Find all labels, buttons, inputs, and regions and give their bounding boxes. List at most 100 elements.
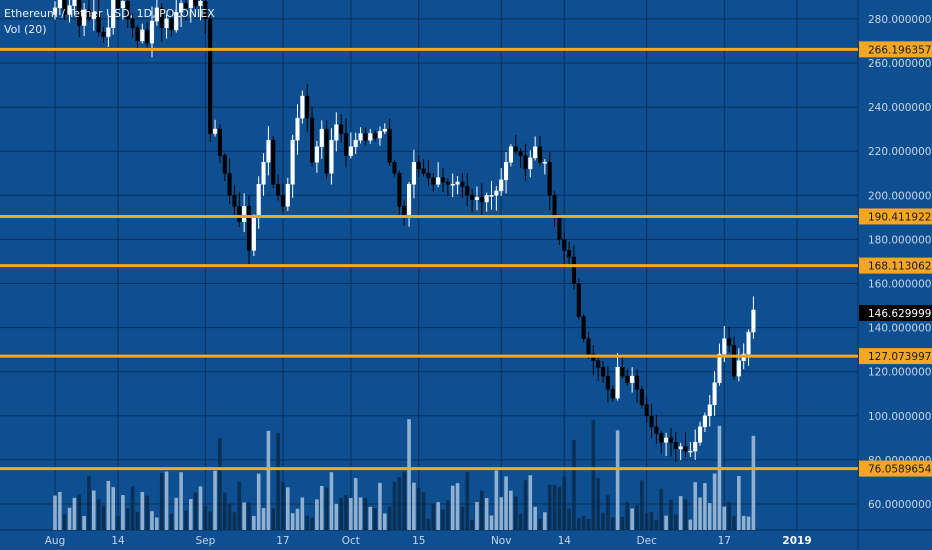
volume-bar — [373, 508, 377, 530]
volume-bar — [543, 512, 547, 530]
volume-bar — [513, 496, 518, 530]
candle-body — [644, 404, 649, 417]
candle-body — [576, 283, 581, 317]
candle-body — [96, 12, 101, 33]
volume-bar — [198, 486, 203, 530]
y-tick-label: 140.00000000 — [868, 323, 932, 335]
volume-bar — [232, 512, 237, 530]
candle-body — [484, 195, 489, 203]
volume-bar — [87, 476, 91, 530]
volume-bar — [310, 517, 314, 530]
volume-bar — [145, 495, 149, 530]
volume-bar — [557, 486, 562, 530]
candle-body — [537, 146, 543, 163]
candle-body — [130, 18, 135, 28]
volume-bar — [77, 494, 82, 530]
candle-body — [285, 184, 290, 207]
y-tick-label: 60.00000000 — [868, 499, 932, 511]
candle-body — [91, 12, 96, 20]
y-tick-label: 100.00000000 — [868, 411, 932, 423]
candle-body — [630, 375, 635, 383]
volume-bar — [703, 483, 707, 530]
volume-bar — [402, 471, 406, 530]
candle-body — [154, 7, 159, 22]
volume-bar — [164, 471, 169, 530]
y-tick-label: 180.00000000 — [868, 234, 932, 246]
candle-body — [183, 3, 188, 9]
y-tick-label: 260.00000000 — [868, 58, 932, 70]
candle-body — [440, 177, 446, 183]
candle-body — [266, 139, 271, 163]
volume-bar — [712, 473, 717, 530]
candle-body — [489, 195, 494, 197]
volume-bar — [237, 481, 242, 530]
candle-body — [227, 173, 232, 196]
volume-bar — [339, 498, 343, 530]
candle-body — [596, 360, 601, 368]
volume-bar — [640, 480, 644, 530]
volume-bar — [256, 473, 261, 530]
candle-body — [159, 7, 164, 28]
level-label-box — [859, 41, 932, 58]
candle-body — [343, 133, 349, 156]
y-tick-label: 160.00000000 — [868, 279, 932, 291]
level-label: 190.41192269 — [868, 211, 932, 223]
volume-bar — [62, 514, 67, 530]
volume-bar — [460, 506, 465, 530]
candle-body — [620, 367, 625, 377]
volume-bar — [179, 472, 183, 530]
volume-bar — [125, 508, 130, 530]
candle-body — [460, 181, 465, 187]
candle-body — [581, 316, 586, 339]
volume-bar — [683, 499, 688, 530]
candle-body — [494, 190, 499, 196]
volume-bar — [72, 497, 77, 530]
candle-body — [731, 344, 737, 377]
volume-bar — [610, 517, 615, 530]
volume-bar — [159, 473, 164, 530]
candle-body — [465, 186, 470, 196]
volume-bar — [334, 503, 339, 530]
volume-bar — [193, 492, 198, 530]
volume-bar — [106, 480, 111, 530]
volume-bar — [625, 502, 630, 530]
x-tick-label: 14 — [558, 535, 572, 547]
volume-bar — [276, 432, 280, 530]
candle-body — [615, 367, 620, 399]
volume-bar — [174, 497, 179, 530]
volume-bar — [659, 488, 664, 530]
volume-bar — [315, 499, 319, 530]
candle-body — [246, 206, 252, 251]
volume-bar — [499, 497, 503, 530]
candle-body — [261, 161, 266, 185]
candle-body — [106, 27, 111, 37]
candle-body — [57, 0, 62, 9]
volume-bar — [722, 506, 727, 530]
volume-bar — [150, 511, 154, 530]
volume-bar — [213, 470, 217, 530]
volume-bar — [383, 513, 387, 530]
volume-bar — [96, 499, 101, 530]
candle-body — [329, 139, 334, 174]
candle-body — [649, 415, 654, 428]
candle-body — [712, 382, 717, 406]
volume-bar — [465, 472, 470, 530]
volume-bar — [247, 502, 251, 530]
x-tick-label: 17 — [276, 535, 289, 547]
volume-bar — [290, 513, 295, 530]
candle-body — [164, 18, 169, 28]
volume-bar — [649, 511, 654, 530]
candle-body — [295, 117, 300, 141]
volume-bar — [58, 491, 62, 530]
candle-body — [552, 195, 557, 218]
candle-body — [416, 161, 421, 170]
candle-body — [125, 1, 130, 20]
volume-bar — [53, 495, 57, 530]
candle-body — [242, 206, 247, 223]
candle-body — [513, 146, 518, 152]
candle-body — [62, 0, 67, 15]
volume-bar — [577, 518, 581, 530]
volume-bar — [606, 495, 610, 530]
